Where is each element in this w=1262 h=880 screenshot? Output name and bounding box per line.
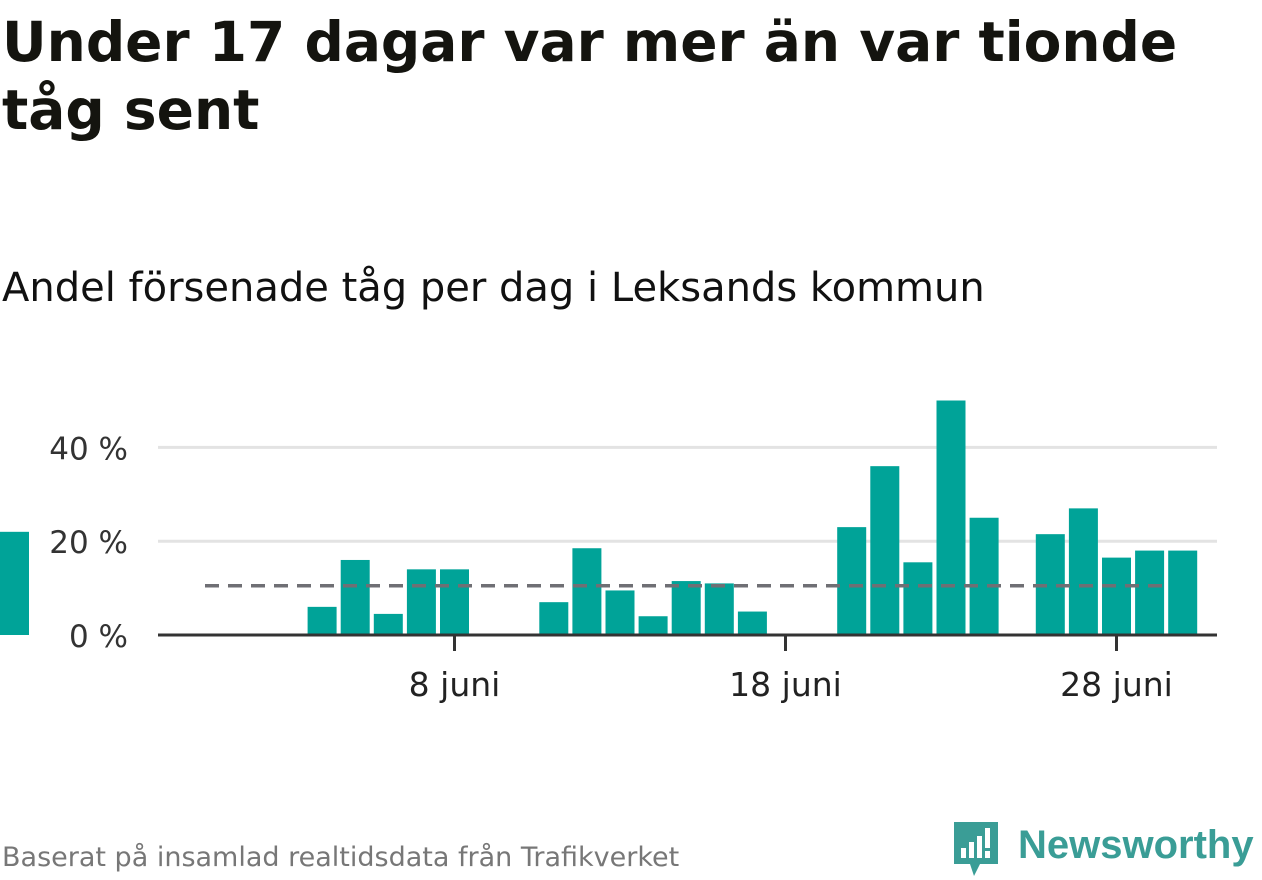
bar bbox=[737, 611, 767, 635]
y-tick-label: 20 % bbox=[49, 525, 128, 561]
bar bbox=[440, 569, 469, 635]
bar bbox=[0, 531, 29, 635]
bar bbox=[638, 616, 668, 635]
bar bbox=[373, 613, 403, 635]
bar bbox=[605, 590, 635, 635]
bar bbox=[704, 583, 734, 635]
y-tick-label: 40 % bbox=[49, 431, 128, 467]
bar bbox=[1168, 550, 1198, 635]
gridlines bbox=[158, 445, 1217, 543]
newsworthy-logo: Newsworthy bbox=[950, 818, 1262, 878]
bar bbox=[539, 602, 569, 635]
axes: 0 % 20 % 40 % 8 juni 18 juni 28 juni bbox=[49, 431, 1217, 704]
chart-title: Under 17 dagar var mer än var tionde tåg… bbox=[2, 10, 1178, 142]
bar bbox=[936, 400, 966, 635]
bar bbox=[406, 569, 436, 635]
bar bbox=[1068, 508, 1098, 635]
bar bbox=[572, 548, 602, 635]
bar bbox=[837, 527, 867, 635]
bar bbox=[671, 581, 701, 635]
bar bbox=[340, 559, 370, 635]
source-note: Baserat på insamlad realtidsdata från Tr… bbox=[2, 842, 680, 873]
bar bbox=[870, 466, 900, 635]
chart-subtitle: Andel försenade tåg per dag i Leksands k… bbox=[2, 265, 985, 311]
x-tick-label: 18 juni bbox=[729, 665, 842, 704]
bar bbox=[903, 562, 933, 635]
y-tick-label: 0 % bbox=[69, 619, 128, 655]
bar bbox=[1135, 550, 1165, 635]
bars bbox=[0, 400, 1198, 635]
bar bbox=[1102, 557, 1131, 635]
x-tick-label: 8 juni bbox=[409, 665, 501, 704]
bar-chart: 0 % 20 % 40 % 8 juni 18 juni 28 juni bbox=[0, 400, 1217, 704]
bar bbox=[307, 606, 337, 635]
bar bbox=[969, 517, 999, 635]
x-tick-label: 28 juni bbox=[1060, 665, 1173, 704]
newsworthy-bar-chart-icon bbox=[954, 822, 998, 876]
logo-text: Newsworthy bbox=[1018, 823, 1254, 867]
